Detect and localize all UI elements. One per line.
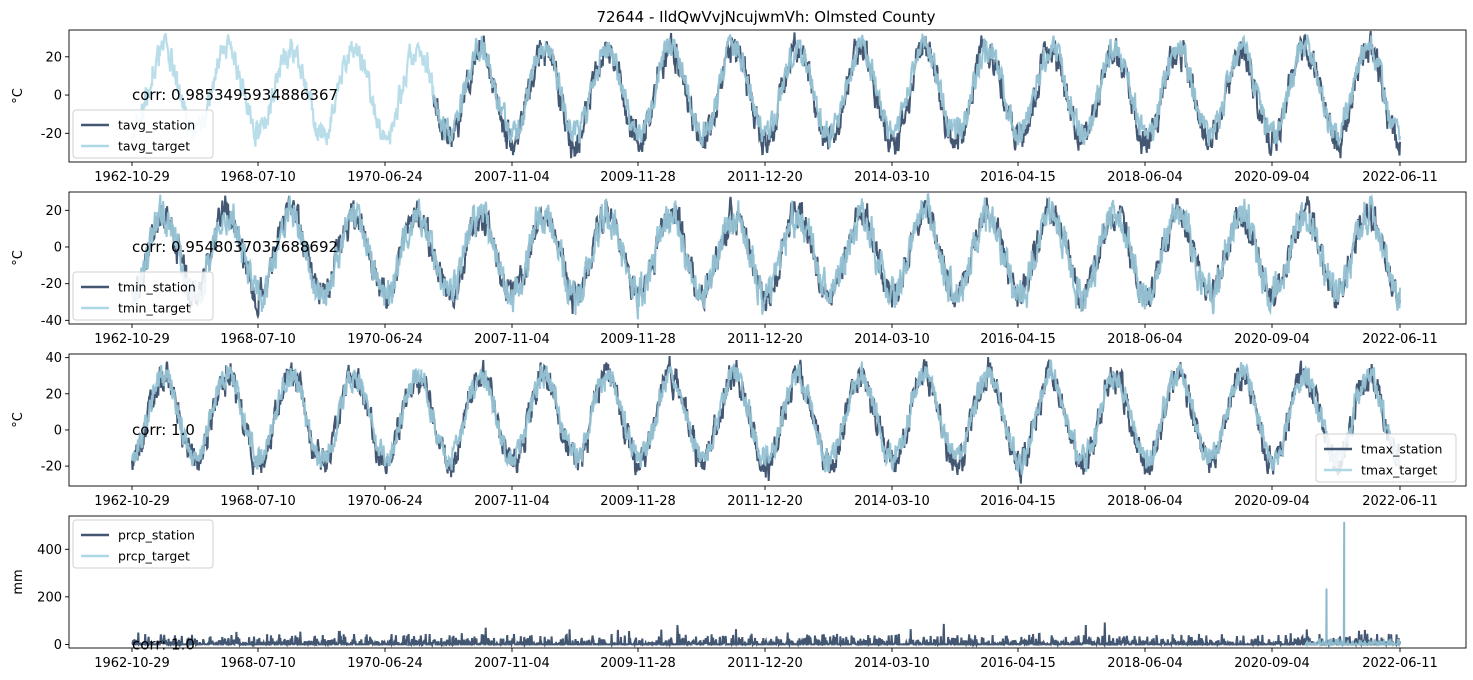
x-tick-label: 2009-11-28 bbox=[600, 656, 676, 671]
x-tick-label: 2011-12-20 bbox=[727, 494, 803, 509]
x-tick-label: 1970-06-24 bbox=[347, 170, 423, 185]
x-tick-label: 2016-04-15 bbox=[980, 332, 1056, 347]
x-tick-label: 2016-04-15 bbox=[980, 170, 1056, 185]
x-tick-label: 2022-06-11 bbox=[1362, 170, 1438, 185]
x-tick-label: 1962-10-29 bbox=[94, 656, 170, 671]
legend-label-prcp_target: prcp_target bbox=[118, 549, 190, 564]
y-tick-label: 20 bbox=[45, 50, 62, 65]
panels-group: -20 0 20 1962-10-29 1968-07-10 1970-06-24 2007… bbox=[11, 29, 1467, 671]
series-line-prcp_target bbox=[1304, 521, 1401, 649]
legend-label-tmax_target: tmax_target bbox=[1361, 463, 1437, 478]
panel-2: -40 -20 0 20 1962-10-29 1968-07-10 1970-06-24 2… bbox=[11, 191, 1467, 347]
axes-frame bbox=[68, 191, 1467, 325]
axes-frame bbox=[68, 29, 1467, 163]
x-tick-label: 1962-10-29 bbox=[94, 494, 170, 509]
legend: tmax_station tmax_target bbox=[1315, 433, 1457, 483]
legend: tavg_station tavg_target bbox=[72, 109, 214, 159]
corr-annotation: corr: 0.9548037037688692 bbox=[132, 238, 338, 256]
y-axis-label: mm bbox=[11, 569, 26, 594]
y-tick-label: 0 bbox=[54, 423, 62, 438]
x-tick-label: 2007-11-04 bbox=[474, 656, 550, 671]
x-tick-label: 1968-07-10 bbox=[220, 656, 296, 671]
series-overlap-2 bbox=[131, 193, 1401, 320]
legend-label-tavg_target: tavg_target bbox=[118, 139, 190, 154]
x-tick-label: 2016-04-15 bbox=[980, 656, 1056, 671]
x-tick-label: 1968-07-10 bbox=[220, 170, 296, 185]
x-tick-label: 2014-03-10 bbox=[854, 170, 930, 185]
x-tick-label: 2020-09-04 bbox=[1234, 170, 1310, 185]
legend: prcp_station prcp_target bbox=[72, 519, 214, 569]
x-tick-label: 2022-06-11 bbox=[1362, 332, 1438, 347]
x-tick-label: 2020-09-04 bbox=[1234, 332, 1310, 347]
y-axis-label: °C bbox=[11, 88, 26, 104]
x-tick-label: 1970-06-24 bbox=[347, 656, 423, 671]
x-tick-label: 2011-12-20 bbox=[727, 332, 803, 347]
x-tick-label: 1962-10-29 bbox=[94, 170, 170, 185]
legend: tmin_station tmin_target bbox=[72, 271, 214, 321]
x-tick-label: 2007-11-04 bbox=[474, 170, 550, 185]
corr-annotation: corr: 1.0 bbox=[132, 635, 195, 653]
legend-label-tmax_station: tmax_station bbox=[1361, 442, 1442, 457]
x-tick-label: 2009-11-28 bbox=[600, 494, 676, 509]
axes-frame bbox=[68, 515, 1467, 649]
y-tick-label: 20 bbox=[45, 204, 62, 219]
x-tick-label: 1968-07-10 bbox=[220, 494, 296, 509]
y-tick-label: -40 bbox=[41, 314, 62, 329]
x-tick-label: 2007-11-04 bbox=[474, 332, 550, 347]
x-tick-label: 1970-06-24 bbox=[347, 494, 423, 509]
series-line-prcp_station bbox=[131, 622, 1401, 649]
x-tick-label: 2011-12-20 bbox=[727, 170, 803, 185]
x-tick-label: 2007-11-04 bbox=[474, 494, 550, 509]
y-tick-label: 40 bbox=[45, 351, 62, 366]
y-tick-label: -20 bbox=[41, 277, 62, 292]
x-tick-label: 2018-06-04 bbox=[1107, 656, 1183, 671]
series-overlap-1 bbox=[432, 33, 1401, 148]
y-tick-label: 20 bbox=[45, 387, 62, 402]
y-tick-label: 0 bbox=[54, 241, 62, 256]
panel-3: -20 0 20 40 1962-10-29 1968-07-10 1970-06-24 20… bbox=[11, 351, 1467, 509]
series-line-tmin_station bbox=[131, 195, 1401, 320]
panel-4: 0 200 400 1962-10-29 1968-07-10 1970-06-24 200… bbox=[11, 515, 1467, 671]
x-tick-label: 1968-07-10 bbox=[220, 332, 296, 347]
x-tick-label: 2009-11-28 bbox=[600, 170, 676, 185]
x-tick-label: 2018-06-04 bbox=[1107, 332, 1183, 347]
legend-label-tmin_station: tmin_station bbox=[118, 280, 196, 295]
corr-annotation: corr: 0.9853495934886367 bbox=[132, 86, 338, 104]
x-tick-label: 2022-06-11 bbox=[1362, 656, 1438, 671]
x-tick-label: 1970-06-24 bbox=[347, 332, 423, 347]
chart-title: 72644 - IldQwVvjNcujwmVh: Olmsted County bbox=[597, 8, 936, 26]
x-tick-label: 2009-11-28 bbox=[600, 332, 676, 347]
y-tick-label: -20 bbox=[41, 127, 62, 142]
x-tick-label: 2014-03-10 bbox=[854, 494, 930, 509]
x-tick-label: 2020-09-04 bbox=[1234, 656, 1310, 671]
corr-annotation: corr: 1.0 bbox=[132, 421, 195, 439]
y-tick-label: 400 bbox=[37, 543, 62, 558]
x-tick-label: 2018-06-04 bbox=[1107, 494, 1183, 509]
x-tick-label: 2011-12-20 bbox=[727, 656, 803, 671]
axes-frame bbox=[68, 353, 1467, 487]
x-tick-label: 2014-03-10 bbox=[854, 332, 930, 347]
y-tick-label: 0 bbox=[54, 638, 62, 653]
x-tick-label: 1962-10-29 bbox=[94, 332, 170, 347]
series-overlap-3 bbox=[131, 359, 1401, 475]
legend-label-tavg_station: tavg_station bbox=[118, 118, 195, 133]
x-tick-label: 2022-06-11 bbox=[1362, 494, 1438, 509]
legend-label-prcp_station: prcp_station bbox=[118, 528, 195, 543]
x-tick-label: 2020-09-04 bbox=[1234, 494, 1310, 509]
y-axis-label: °C bbox=[11, 412, 26, 428]
panel-1: -20 0 20 1962-10-29 1968-07-10 1970-06-24 2007… bbox=[11, 29, 1467, 185]
y-tick-label: 0 bbox=[54, 89, 62, 104]
legend-label-tmin_target: tmin_target bbox=[118, 301, 191, 316]
y-axis-label: °C bbox=[11, 250, 26, 266]
x-tick-label: 2018-06-04 bbox=[1107, 170, 1183, 185]
y-tick-label: 200 bbox=[37, 590, 62, 605]
x-tick-label: 2016-04-15 bbox=[980, 494, 1056, 509]
y-tick-label: -20 bbox=[41, 460, 62, 475]
x-tick-label: 2014-03-10 bbox=[854, 656, 930, 671]
